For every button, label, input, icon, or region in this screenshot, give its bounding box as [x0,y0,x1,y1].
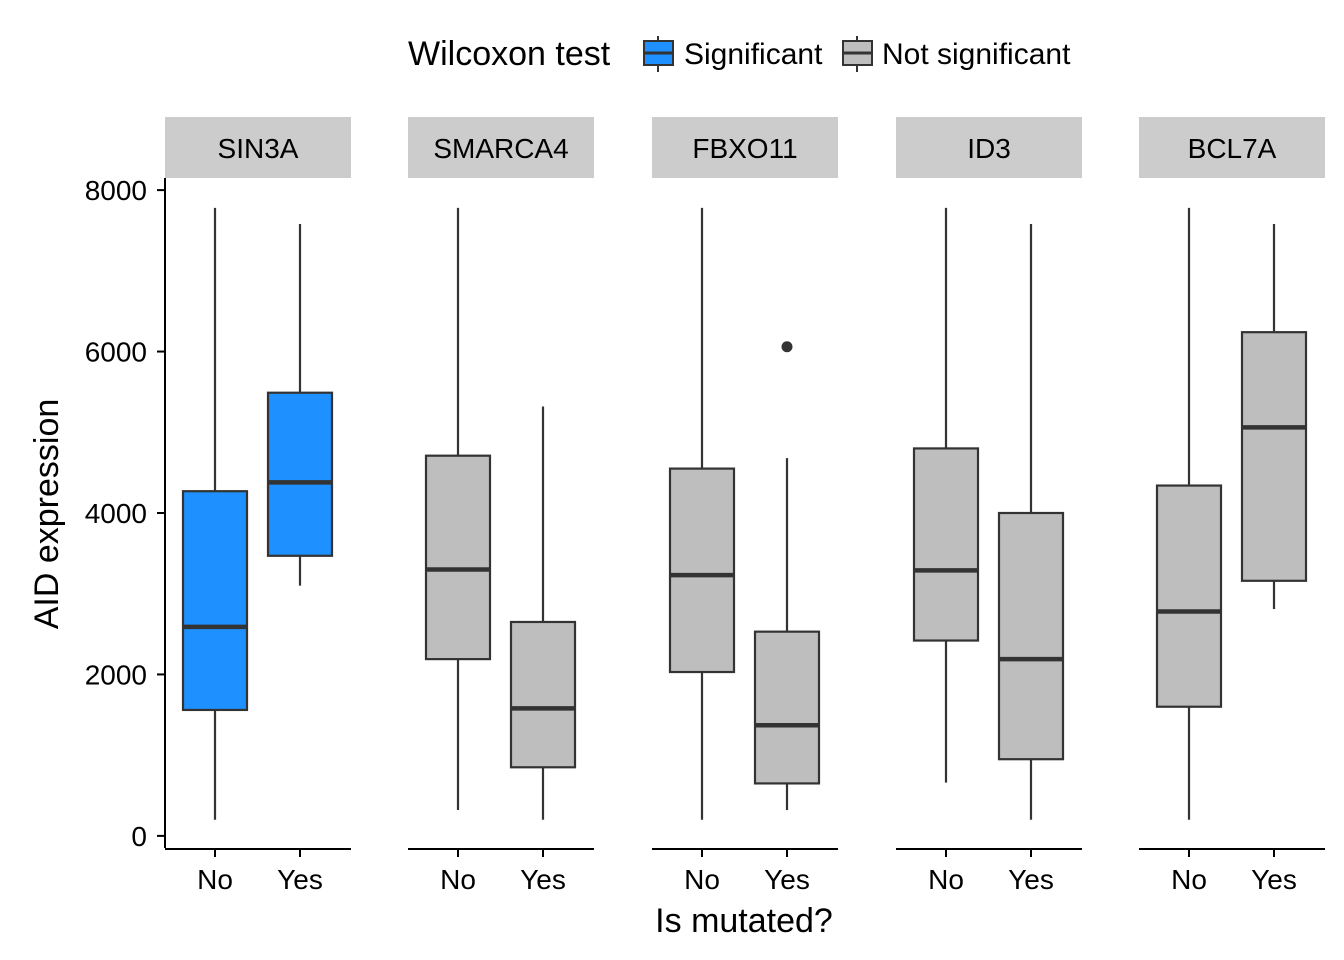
y-axis: 0 2000 4000 6000 8000 [85,175,166,852]
panel-smarca4: SMARCA4 No Yes [408,117,594,895]
x-tick-label: No [928,864,964,895]
legend-label-not-significant: Not significant [882,38,1071,71]
legend-key-not-significant [842,36,873,72]
panel-fbxo11: FBXO11 No Yes [652,117,838,895]
box [424,454,492,661]
x-tick-label: Yes [1008,864,1054,895]
y-tick-label: 2000 [85,659,147,690]
facet-strip-label: ID3 [967,133,1011,164]
panels: SIN3A No Yes SMARCA4 No Yes FBXO11 No Yes ID3 No Ye… [165,117,1325,895]
facet-strip-label: BCL7A [1188,133,1277,164]
panel-id3: ID3 No Yes [896,117,1082,895]
x-tick-label: No [197,864,233,895]
legend-label-significant: Significant [684,38,823,71]
box [753,630,821,785]
outlier-point [781,341,793,353]
box [668,467,736,674]
facet-strip [652,117,838,178]
box [1155,484,1223,708]
box [1240,331,1308,582]
facet-strip [1139,117,1325,178]
facet-strip [165,117,351,178]
facet-strip-label: FBXO11 [692,133,797,164]
y-tick-label: 6000 [85,337,147,368]
legend-key-significant [643,36,674,72]
panel-sin3a: SIN3A No Yes [165,117,351,895]
x-tick-label: No [1171,864,1207,895]
x-tick-label: Yes [764,864,810,895]
box [997,511,1065,761]
y-axis-title: AID expression [28,399,66,630]
legend-title: Wilcoxon test [408,35,611,73]
box [266,391,334,557]
facet-strip-label: SIN3A [218,133,299,164]
x-axis-title: Is mutated? [655,902,833,940]
y-tick-label: 0 [131,821,147,852]
x-tick-label: No [440,864,476,895]
facet-strip-label: SMARCA4 [433,133,568,164]
box [912,447,980,642]
x-tick-label: Yes [1251,864,1297,895]
x-tick-label: No [684,864,720,895]
box [509,620,577,769]
facet-strip [896,117,1082,178]
panel-bcl7a: BCL7A No Yes [1139,117,1325,895]
y-tick-label: 4000 [85,498,147,529]
facet-strip [408,117,594,178]
legend: Wilcoxon test Significant Not significan… [408,35,1071,73]
x-tick-label: Yes [520,864,566,895]
box [181,490,249,712]
x-tick-label: Yes [277,864,323,895]
y-tick-label: 8000 [85,175,147,206]
